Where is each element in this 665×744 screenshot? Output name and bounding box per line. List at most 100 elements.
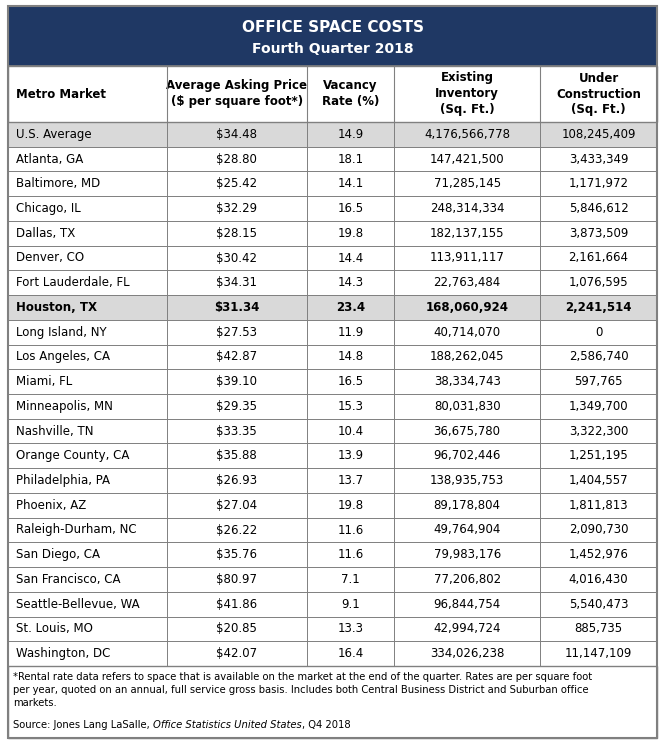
Bar [8, 66, 657, 122]
Bar [8, 270, 657, 295]
Bar [8, 591, 657, 617]
Text: $28.80: $28.80 [216, 153, 257, 166]
Text: 22,763,484: 22,763,484 [434, 276, 501, 289]
Text: 5,846,612: 5,846,612 [569, 202, 628, 215]
Text: $33.35: $33.35 [216, 425, 257, 437]
Text: 13.7: 13.7 [337, 474, 363, 487]
Text: 11.9: 11.9 [337, 326, 364, 339]
Bar [8, 394, 657, 419]
Text: 113,911,117: 113,911,117 [430, 251, 505, 265]
Text: Fort Lauderdale, FL: Fort Lauderdale, FL [16, 276, 130, 289]
Text: Baltimore, MD: Baltimore, MD [16, 177, 100, 190]
Text: $27.53: $27.53 [216, 326, 257, 339]
Bar [8, 567, 657, 591]
Text: $39.10: $39.10 [216, 375, 257, 388]
Text: 38,334,743: 38,334,743 [434, 375, 501, 388]
Bar [8, 246, 657, 270]
Text: Atlanta, GA: Atlanta, GA [16, 153, 83, 166]
Text: 96,702,446: 96,702,446 [434, 449, 501, 462]
Bar [8, 196, 657, 221]
Text: 36,675,780: 36,675,780 [434, 425, 501, 437]
Bar [8, 221, 657, 246]
Text: $20.85: $20.85 [216, 623, 257, 635]
Text: Metro Market: Metro Market [16, 88, 106, 100]
Text: 13.9: 13.9 [337, 449, 363, 462]
Text: San Francisco, CA: San Francisco, CA [16, 573, 120, 586]
Text: 2,090,730: 2,090,730 [569, 524, 628, 536]
Text: 14.1: 14.1 [337, 177, 364, 190]
Text: $28.15: $28.15 [216, 227, 257, 240]
Text: 138,935,753: 138,935,753 [430, 474, 504, 487]
Text: St. Louis, MO: St. Louis, MO [16, 623, 93, 635]
Text: 18.1: 18.1 [337, 153, 363, 166]
Text: Seattle-Bellevue, WA: Seattle-Bellevue, WA [16, 597, 140, 611]
Text: 1,251,195: 1,251,195 [569, 449, 628, 462]
Text: 248,314,334: 248,314,334 [430, 202, 505, 215]
Text: *Rental rate data refers to space that is available on the market at the end of : *Rental rate data refers to space that i… [13, 672, 592, 682]
Text: 0: 0 [595, 326, 602, 339]
Bar [8, 369, 657, 394]
Text: 885,735: 885,735 [575, 623, 622, 635]
Text: 16.5: 16.5 [337, 375, 363, 388]
Text: $80.97: $80.97 [216, 573, 257, 586]
Text: $31.34: $31.34 [214, 301, 259, 314]
Text: $35.76: $35.76 [216, 548, 257, 561]
Bar [8, 122, 657, 147]
Text: 16.4: 16.4 [337, 647, 364, 660]
Text: Los Angeles, CA: Los Angeles, CA [16, 350, 110, 363]
Text: 49,764,904: 49,764,904 [434, 524, 501, 536]
Text: 3,873,509: 3,873,509 [569, 227, 628, 240]
Text: $35.88: $35.88 [216, 449, 257, 462]
Text: 108,245,409: 108,245,409 [561, 128, 636, 141]
Bar [8, 641, 657, 666]
Bar [8, 468, 657, 493]
Text: 1,404,557: 1,404,557 [569, 474, 628, 487]
Text: U.S. Average: U.S. Average [16, 128, 92, 141]
Text: 334,026,238: 334,026,238 [430, 647, 504, 660]
Text: 188,262,045: 188,262,045 [430, 350, 505, 363]
Text: Washington, DC: Washington, DC [16, 647, 110, 660]
Text: $30.42: $30.42 [216, 251, 257, 265]
Text: 23.4: 23.4 [336, 301, 365, 314]
Text: $26.22: $26.22 [216, 524, 257, 536]
Text: San Diego, CA: San Diego, CA [16, 548, 100, 561]
Text: 79,983,176: 79,983,176 [434, 548, 501, 561]
Text: 11,147,109: 11,147,109 [565, 647, 632, 660]
Text: 1,349,700: 1,349,700 [569, 400, 628, 413]
Text: Existing
Inventory
(Sq. Ft.): Existing Inventory (Sq. Ft.) [435, 71, 499, 117]
Text: 89,178,804: 89,178,804 [434, 498, 501, 512]
Bar [8, 419, 657, 443]
Text: 2,241,514: 2,241,514 [565, 301, 632, 314]
Text: Source: Jones Lang LaSalle,: Source: Jones Lang LaSalle, [13, 720, 153, 731]
Text: $42.87: $42.87 [216, 350, 257, 363]
Text: 182,137,155: 182,137,155 [430, 227, 505, 240]
Text: 597,765: 597,765 [575, 375, 623, 388]
Text: 168,060,924: 168,060,924 [426, 301, 509, 314]
Bar [8, 493, 657, 518]
Text: Orange County, CA: Orange County, CA [16, 449, 130, 462]
Text: 10.4: 10.4 [337, 425, 363, 437]
Text: $42.07: $42.07 [216, 647, 257, 660]
Text: 1,076,595: 1,076,595 [569, 276, 628, 289]
Text: 11.6: 11.6 [337, 548, 364, 561]
Text: Average Asking Price
($ per square foot*): Average Asking Price ($ per square foot*… [166, 80, 307, 109]
Text: Long Island, NY: Long Island, NY [16, 326, 106, 339]
Text: 71,285,145: 71,285,145 [434, 177, 501, 190]
Text: Vacancy
Rate (%): Vacancy Rate (%) [322, 80, 379, 109]
Bar [8, 617, 657, 641]
Text: 147,421,500: 147,421,500 [430, 153, 505, 166]
Bar [8, 518, 657, 542]
Text: Raleigh-Durham, NC: Raleigh-Durham, NC [16, 524, 136, 536]
Text: $34.31: $34.31 [216, 276, 257, 289]
Text: 77,206,802: 77,206,802 [434, 573, 501, 586]
Text: 40,714,070: 40,714,070 [434, 326, 501, 339]
Text: Dallas, TX: Dallas, TX [16, 227, 75, 240]
Text: Philadelphia, PA: Philadelphia, PA [16, 474, 110, 487]
Bar [8, 6, 657, 66]
Text: 11.6: 11.6 [337, 524, 364, 536]
Text: $41.86: $41.86 [216, 597, 257, 611]
Text: Houston, TX: Houston, TX [16, 301, 97, 314]
Text: 16.5: 16.5 [337, 202, 363, 215]
Text: Chicago, IL: Chicago, IL [16, 202, 80, 215]
Text: 80,031,830: 80,031,830 [434, 400, 501, 413]
